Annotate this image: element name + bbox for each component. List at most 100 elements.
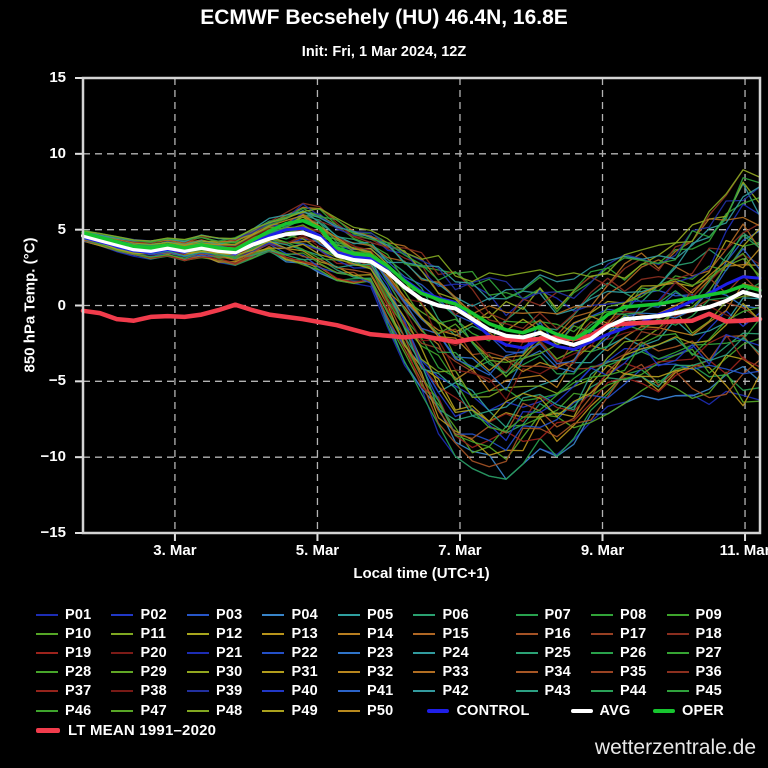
legend-item-P46: P46 xyxy=(36,701,111,720)
legend-swatch xyxy=(591,651,614,654)
ensemble-member-line-P45 xyxy=(82,177,761,299)
legend-swatch xyxy=(337,613,360,616)
legend-swatch xyxy=(36,709,58,712)
legend-item-lt-mean: LT MEAN 1991–2020 xyxy=(36,722,216,739)
legend-item-P15: P15 xyxy=(413,624,515,643)
legend-item-P29: P29 xyxy=(111,663,186,682)
legend-item-label: P22 xyxy=(291,644,318,661)
legend-swatch xyxy=(591,671,614,674)
legend-item-label: P41 xyxy=(366,683,394,700)
legend-item-P17: P17 xyxy=(591,624,666,643)
y-tick-label: −15 xyxy=(40,524,66,541)
legend-item-P47: P47 xyxy=(111,701,186,720)
legend-item-label: P33 xyxy=(442,664,469,681)
legend-item-label: P28 xyxy=(65,664,92,681)
legend-swatch xyxy=(413,690,436,693)
legend-item-P24: P24 xyxy=(413,643,515,662)
watermark: wetterzentrale.de xyxy=(594,736,756,759)
legend-item-label: P08 xyxy=(620,606,647,623)
legend-item-P45: P45 xyxy=(666,682,743,701)
legend-swatch xyxy=(515,690,538,693)
legend-swatch xyxy=(413,613,436,616)
legend-item-label: P05 xyxy=(366,606,394,623)
legend-item-P36: P36 xyxy=(666,663,743,682)
legend-swatch xyxy=(111,613,134,616)
legend-item-label: P09 xyxy=(695,606,722,623)
legend-item-P21: P21 xyxy=(186,643,262,662)
legend-item-label: P01 xyxy=(65,606,92,623)
axis-ticks xyxy=(75,77,747,541)
x-tick-label: 5. Mar xyxy=(295,542,340,559)
legend-item-label: P47 xyxy=(140,702,167,719)
legend-item-P33: P33 xyxy=(413,663,515,682)
legend-swatch xyxy=(591,632,614,635)
legend-swatch xyxy=(666,690,689,693)
legend-swatch xyxy=(262,632,285,635)
legend-swatch xyxy=(111,632,134,635)
legend-item-label: P30 xyxy=(215,664,243,681)
legend-item-P34: P34 xyxy=(515,663,591,682)
legend-item-label: P06 xyxy=(442,606,469,623)
legend-swatch xyxy=(570,708,593,713)
y-tick-label: 10 xyxy=(49,144,66,162)
init-subtitle: Init: Fri, 1 Mar 2024, 12Z xyxy=(301,44,467,60)
legend-swatch xyxy=(337,632,360,635)
legend-item-label: P07 xyxy=(544,606,571,623)
legend-item-P12: P12 xyxy=(186,624,262,643)
ensemble-member-line-P16 xyxy=(82,240,761,468)
legend-item-P28: P28 xyxy=(36,663,111,682)
legend-item-label: P50 xyxy=(366,702,394,719)
legend-item-P41: P41 xyxy=(337,682,413,701)
legend-item-P03: P03 xyxy=(186,605,262,624)
legend-item-P49: P49 xyxy=(262,701,338,720)
legend-item-P30: P30 xyxy=(186,663,262,682)
legend-item-label: P49 xyxy=(291,702,318,719)
legend-swatch xyxy=(653,708,676,713)
legend-item-label: P14 xyxy=(366,625,394,642)
legend-item-P06: P06 xyxy=(413,605,515,624)
legend-swatch xyxy=(186,613,209,616)
legend-item-P23: P23 xyxy=(337,643,413,662)
page-title: ECMWF Becsehely (HU) 46.4N, 16.8E xyxy=(200,6,568,29)
legend-item-label: P03 xyxy=(215,606,243,623)
legend-swatch xyxy=(111,651,134,654)
legend-swatch xyxy=(337,651,360,654)
legend-item-label: P19 xyxy=(65,644,92,661)
legend-swatch xyxy=(186,632,209,635)
y-tick-label: −5 xyxy=(48,372,66,390)
legend-item-label: P24 xyxy=(442,644,469,661)
legend-item-P22: P22 xyxy=(262,643,338,662)
legend-swatch xyxy=(262,613,285,616)
ensemble-plume-chart xyxy=(75,76,763,541)
legend-item-P02: P02 xyxy=(111,605,186,624)
legend-swatch xyxy=(515,671,538,674)
legend-swatch xyxy=(666,671,689,674)
plot-frame xyxy=(81,76,762,535)
legend-item-P38: P38 xyxy=(111,682,186,701)
legend-swatch xyxy=(262,671,285,674)
ensemble-member-line-P49 xyxy=(82,236,761,422)
legend-item-P32: P32 xyxy=(337,663,413,682)
legend-item-label: P10 xyxy=(65,625,92,642)
y-tick-label: 0 xyxy=(57,296,66,314)
legend-item-label: P43 xyxy=(544,683,571,700)
legend-item-P31: P31 xyxy=(262,663,338,682)
legend-item-label: P40 xyxy=(291,683,318,700)
legend-item-label: CONTROL xyxy=(456,702,530,719)
legend-swatch xyxy=(186,651,209,654)
x-tick-label: 11. Mar xyxy=(719,542,768,559)
legend-item-label: P26 xyxy=(620,644,647,661)
legend-item-P20: P20 xyxy=(111,643,186,662)
legend-swatch xyxy=(337,671,360,674)
ensemble-member-line-P46 xyxy=(82,238,761,432)
ensemble-member-line-P48 xyxy=(82,169,761,283)
legend-swatch xyxy=(413,632,436,635)
legend-item-label: P21 xyxy=(215,644,243,661)
legend-item-label: P34 xyxy=(544,664,571,681)
legend-item-P19: P19 xyxy=(36,643,111,662)
legend-swatch xyxy=(666,632,689,635)
legend-swatch xyxy=(591,690,614,693)
legend-item-label: P42 xyxy=(442,683,469,700)
legend-item-label: P27 xyxy=(695,644,722,661)
